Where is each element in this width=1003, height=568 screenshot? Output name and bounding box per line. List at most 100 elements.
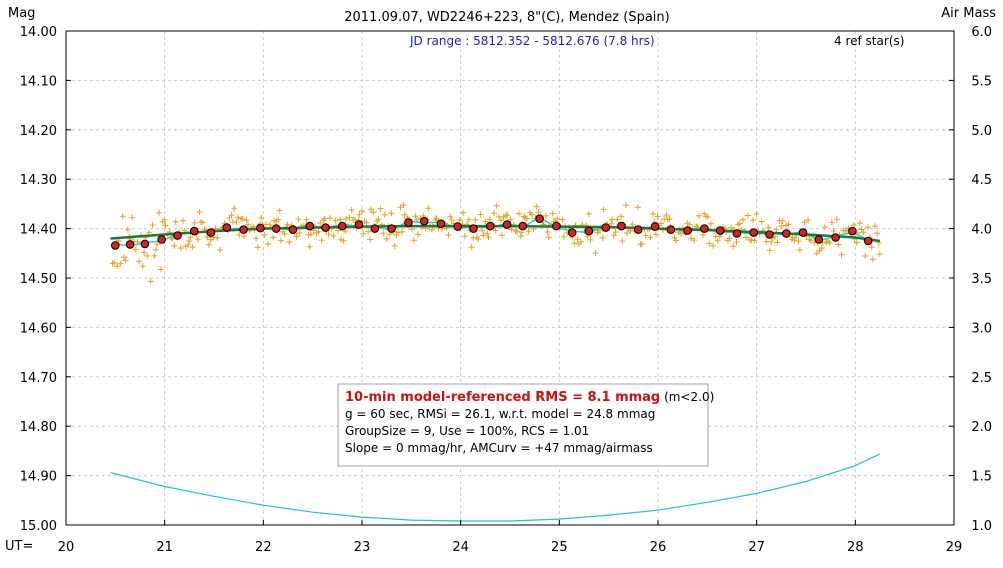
raw-point <box>381 211 388 218</box>
raw-point <box>796 247 803 253</box>
raw-point <box>807 237 814 244</box>
raw-point <box>778 223 785 229</box>
binned-point <box>814 235 824 244</box>
raw-point <box>465 216 472 223</box>
raw-point <box>318 237 325 244</box>
raw-point <box>642 232 649 239</box>
raw-point <box>233 219 240 226</box>
raw-point <box>111 259 118 266</box>
raw-point <box>338 236 344 243</box>
y-right-tick-label: 1.0 <box>971 519 992 534</box>
raw-point <box>235 214 241 221</box>
raw-point <box>340 237 347 244</box>
raw-point <box>609 216 615 223</box>
raw-point <box>686 221 693 228</box>
raw-point <box>149 222 156 228</box>
raw-point <box>258 214 265 221</box>
raw-point <box>129 214 136 221</box>
binned-point <box>683 226 692 235</box>
raw-point <box>492 227 499 234</box>
binned-point <box>535 214 544 223</box>
raw-point <box>124 226 131 233</box>
raw-point <box>191 219 198 226</box>
raw-point <box>658 220 665 227</box>
info-line-2: g = 60 sec, RMSi = 26.1, w.r.t. model = … <box>345 407 655 421</box>
raw-point <box>549 210 556 217</box>
raw-point <box>253 235 260 242</box>
raw-point <box>286 239 293 245</box>
raw-point <box>571 240 578 247</box>
raw-point <box>281 231 288 237</box>
binned-point <box>140 239 150 249</box>
raw-point <box>484 230 491 237</box>
raw-point <box>231 205 238 212</box>
y-left-tick-label: 15.00 <box>20 519 57 534</box>
raw-point <box>144 252 151 259</box>
raw-point <box>161 216 168 223</box>
raw-point <box>736 220 743 227</box>
binned-point <box>666 225 676 234</box>
raw-point <box>577 238 584 245</box>
x-tick-label: 20 <box>58 540 75 555</box>
raw-point <box>517 233 524 240</box>
chart-title: 2011.09.07, WD2246+223, 8"(C), Mendez (S… <box>344 10 669 25</box>
raw-point <box>360 230 367 237</box>
raw-point <box>523 215 530 222</box>
raw-point <box>518 229 525 236</box>
raw-point <box>750 217 756 224</box>
raw-point <box>696 212 703 219</box>
binned-point <box>321 223 330 232</box>
binned-point <box>271 224 281 233</box>
raw-point <box>275 216 282 223</box>
raw-point <box>619 238 626 244</box>
raw-point <box>380 230 387 237</box>
raw-point <box>189 244 196 251</box>
raw-point <box>343 216 349 222</box>
raw-point <box>330 232 337 239</box>
raw-point <box>399 228 405 235</box>
raw-point <box>264 241 271 247</box>
binned-point <box>305 221 315 231</box>
raw-point <box>535 209 542 216</box>
raw-point <box>726 235 733 242</box>
raw-point <box>706 240 713 247</box>
raw-point <box>639 241 645 247</box>
raw-point <box>805 217 812 224</box>
airmass-layer <box>110 453 881 522</box>
x-tick-label: 24 <box>452 540 469 555</box>
binned-point <box>370 224 380 233</box>
raw-point <box>874 230 881 237</box>
raw-point <box>828 219 835 226</box>
raw-point <box>751 237 758 244</box>
raw-point <box>448 217 455 224</box>
raw-point <box>853 239 860 246</box>
raw-point <box>172 218 179 225</box>
raw-point <box>673 237 679 244</box>
binned-point <box>765 230 774 239</box>
binned-point <box>404 218 413 227</box>
raw-point <box>460 209 467 216</box>
raw-point <box>204 234 211 241</box>
raw-point <box>425 205 432 212</box>
binned-point <box>338 221 347 231</box>
raw-point <box>507 216 514 223</box>
raw-point <box>862 253 869 259</box>
raw-point <box>876 251 883 257</box>
raw-point <box>486 216 493 223</box>
raw-point <box>629 221 636 228</box>
raw-point <box>186 238 193 244</box>
raw-point <box>508 226 515 233</box>
raw-point <box>139 263 146 270</box>
x-tick-label: 25 <box>551 540 568 555</box>
raw-point <box>823 239 830 246</box>
raw-point <box>634 204 641 211</box>
raw-point <box>592 250 599 256</box>
raw-point <box>647 234 654 241</box>
raw-point <box>623 202 629 209</box>
raw-point <box>136 258 143 265</box>
raw-point <box>560 233 567 240</box>
raw-point <box>141 249 148 256</box>
y-left-tick-label: 14.30 <box>20 173 57 188</box>
